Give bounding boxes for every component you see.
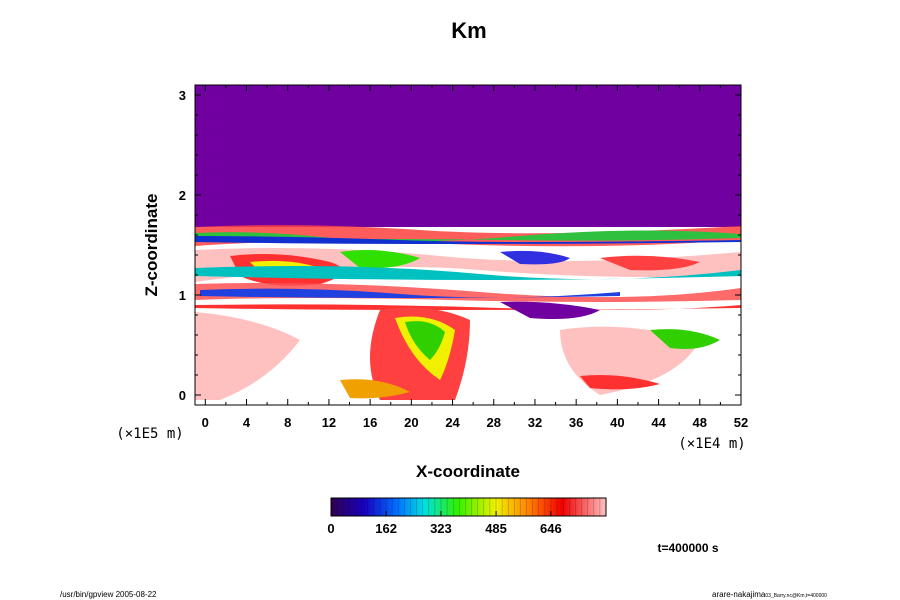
- colorbar-frame: [330, 497, 607, 517]
- y-ticks: 0 1 2 3: [179, 88, 741, 403]
- field-blob: [500, 301, 600, 319]
- y-axis-label: Z-coordinate: [142, 194, 161, 297]
- colorbar-tick-label: 646: [540, 521, 562, 536]
- footer-right: arare-nakajima03_Barry.nc@Km,t=400000: [712, 590, 827, 599]
- x-tick-label: 32: [528, 415, 542, 430]
- field-layer: [195, 85, 741, 400]
- field-band: [195, 304, 741, 310]
- x-ticks: 0 4 8 12 16 20 24 28 32 36 40 44 48 52: [202, 85, 748, 430]
- field-blob: [340, 250, 420, 269]
- x-tick-label: 24: [445, 415, 460, 430]
- colorbar-ticks: 0 162 323 485 646: [327, 511, 562, 536]
- footer-left: /usr/bin/gpview 2005-08-22: [60, 590, 157, 599]
- x-unit-label: (×1E4 m): [678, 436, 745, 452]
- field-band: [200, 288, 620, 298]
- x-tick-label: 0: [202, 415, 209, 430]
- x-axis-label: X-coordinate: [416, 462, 520, 481]
- y-tick-label: 3: [179, 88, 186, 103]
- x-tick-label: 8: [284, 415, 291, 430]
- field-band: [195, 266, 741, 280]
- field-blob: [405, 321, 445, 360]
- x-tick-label: 4: [243, 415, 251, 430]
- colorbar-gradient: [331, 498, 606, 516]
- x-tick-label: 28: [487, 415, 501, 430]
- y-tick-label: 1: [179, 288, 186, 303]
- x-tick-label: 44: [651, 415, 666, 430]
- x-tick-label: 36: [569, 415, 583, 430]
- colorbar: 0 162 323 485 646: [327, 497, 607, 536]
- colorbar-tick-label: 323: [430, 521, 452, 536]
- footer-right-small: 03_Barry.nc@Km,t=400000: [765, 593, 827, 599]
- field-blob: [500, 250, 570, 265]
- colorbar-tick-label: 0: [327, 521, 334, 536]
- chart-title: Km: [451, 18, 486, 43]
- field-blob: [580, 375, 660, 390]
- field-blob: [195, 312, 300, 400]
- y-unit-label: (×1E5 m): [116, 426, 183, 442]
- y-tick-label: 2: [179, 188, 186, 203]
- x-tick-label: 20: [404, 415, 418, 430]
- x-tick-label: 12: [322, 415, 336, 430]
- field-blob: [600, 255, 700, 271]
- time-label: t=400000 s: [657, 541, 718, 555]
- colorbar-tick-label: 485: [485, 521, 507, 536]
- colorbar-tick-label: 162: [375, 521, 397, 536]
- upper-uniform-region: [195, 85, 741, 227]
- plot-frame: [194, 84, 742, 406]
- x-tick-label: 40: [610, 415, 624, 430]
- footer-right-main: arare-nakajima: [712, 590, 766, 599]
- field-blob: [340, 379, 410, 399]
- x-tick-label: 16: [363, 415, 377, 430]
- field-band: [195, 236, 741, 244]
- y-tick-label: 0: [179, 388, 186, 403]
- field-blob: [650, 329, 720, 349]
- x-tick-label: 52: [734, 415, 748, 430]
- x-tick-label: 48: [693, 415, 707, 430]
- field-band: [195, 248, 741, 282]
